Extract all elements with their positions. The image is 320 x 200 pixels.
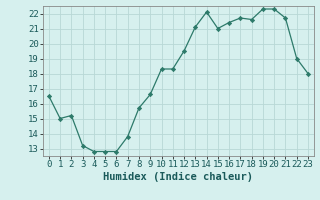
X-axis label: Humidex (Indice chaleur): Humidex (Indice chaleur) <box>103 172 253 182</box>
